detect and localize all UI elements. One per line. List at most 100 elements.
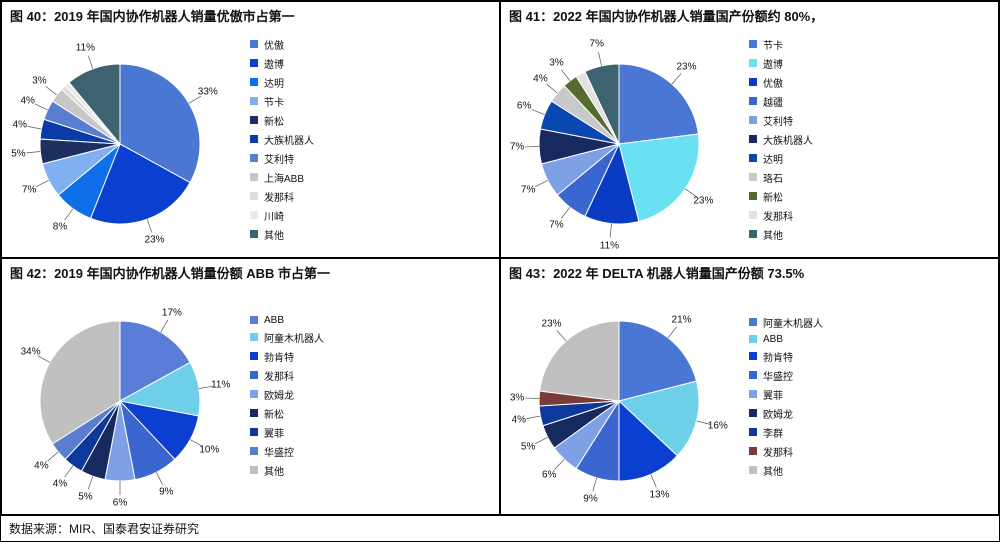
pie-pct-label: 23%: [145, 234, 165, 245]
legend-item: 艾利特: [749, 113, 813, 128]
legend-label: 阿童木机器人: [763, 315, 823, 330]
pie-pct-label: 4%: [20, 95, 34, 106]
legend-swatch: [250, 466, 258, 474]
legend-item: 其他: [250, 463, 324, 478]
chart-title: 图 42：2019 年国内协作机器人销量份额 ABB 市占第一: [10, 263, 491, 282]
pie-pct-label: 7%: [549, 219, 563, 230]
pie-pct-label: 9%: [159, 486, 173, 497]
legend-swatch: [749, 97, 757, 105]
pie-pct-label: 3%: [549, 58, 563, 69]
legend-label: 阿童木机器人: [264, 330, 324, 345]
legend-label: 勃肯特: [763, 349, 793, 364]
legend-swatch: [250, 154, 258, 162]
legend-label: 发那科: [264, 189, 294, 204]
chart-content: 21%16%13%9%6%5%4%3%23%阿童木机器人ABB勃肯特华盛控翼菲欧…: [509, 286, 990, 506]
legend-label: 翼菲: [763, 387, 783, 402]
legend-item: 大族机器人: [250, 132, 314, 147]
legend-swatch: [749, 371, 757, 379]
legend-swatch: [250, 447, 258, 455]
source-footnote: 数据来源：MIR、国泰君安证券研究: [0, 516, 1000, 542]
legend-item: 华盛控: [250, 444, 324, 459]
legend-item: 阿童木机器人: [250, 330, 324, 345]
legend-item: 欧姆龙: [250, 387, 324, 402]
legend-item: 大族机器人: [749, 132, 813, 147]
pie-pct-label: 34%: [21, 346, 41, 357]
legend-item: 阿童木机器人: [749, 315, 823, 330]
pie-pct-label: 4%: [533, 73, 547, 84]
legend-label: 艾利特: [264, 151, 294, 166]
legend-label: 优傲: [763, 75, 783, 90]
legend-swatch: [749, 390, 757, 398]
legend-item: 节卡: [749, 37, 813, 52]
legend-item: 越疆: [749, 94, 813, 109]
legend-swatch: [749, 192, 757, 200]
pie-pct-label: 5%: [521, 442, 535, 453]
legend-label: 勃肯特: [264, 349, 294, 364]
pie-pct-label: 8%: [53, 221, 67, 232]
legend-swatch: [749, 352, 757, 360]
legend-label: 节卡: [763, 37, 783, 52]
pie-pct-label: 33%: [198, 87, 218, 98]
legend-swatch: [250, 97, 258, 105]
legend-label: 达明: [264, 75, 284, 90]
legend-swatch: [749, 116, 757, 124]
legend: 阿童木机器人ABB勃肯特华盛控翼菲欧姆龙李群发那科其他: [749, 315, 823, 478]
legend-item: 其他: [749, 227, 813, 242]
legend-item: 优傲: [749, 75, 813, 90]
legend-item: 达明: [749, 151, 813, 166]
legend-swatch: [250, 333, 258, 341]
chart-cell-1: 图 41：2022 年国内协作机器人销量国产份额约 80%，23%23%11%7…: [500, 1, 999, 258]
legend-swatch: [250, 230, 258, 238]
legend-item: 遨博: [250, 56, 314, 71]
legend-swatch: [749, 40, 757, 48]
legend-item: 遨博: [749, 56, 813, 71]
pie-wrap: 33%23%8%7%5%4%4%3%11%: [10, 29, 230, 249]
legend-swatch: [749, 447, 757, 455]
legend-swatch: [250, 78, 258, 86]
legend: ABB阿童木机器人勃肯特发那科欧姆龙新松翼菲华盛控其他: [250, 315, 324, 478]
legend-item: 艾利特: [250, 151, 314, 166]
pie-wrap: 21%16%13%9%6%5%4%3%23%: [509, 286, 729, 506]
pie-pct-label: 4%: [13, 119, 27, 130]
pie-pct-label: 6%: [542, 470, 556, 481]
pie-pct-label: 13%: [649, 489, 669, 500]
legend-label: 大族机器人: [763, 132, 813, 147]
legend-label: 艾利特: [763, 113, 793, 128]
legend-item: ABB: [250, 315, 324, 326]
pie-pct-label: 17%: [162, 308, 182, 319]
pie-pct-label: 4%: [512, 415, 526, 426]
legend-label: 节卡: [264, 94, 284, 109]
legend-label: 新松: [264, 406, 284, 421]
legend-label: 发那科: [763, 444, 793, 459]
pie-pct-label: 7%: [590, 39, 604, 50]
pie-pct-label: 4%: [34, 461, 48, 472]
legend-item: 发那科: [749, 208, 813, 223]
pie-pct-label: 11%: [76, 43, 95, 54]
legend-label: 李群: [763, 425, 783, 440]
legend-swatch: [250, 352, 258, 360]
legend-swatch: [749, 428, 757, 436]
legend-item: 珞石: [749, 170, 813, 185]
legend-item: 新松: [250, 406, 324, 421]
legend-swatch: [749, 154, 757, 162]
pie-pct-label: 6%: [113, 498, 127, 509]
legend-swatch: [250, 371, 258, 379]
legend-swatch: [250, 390, 258, 398]
legend-item: 川崎: [250, 208, 314, 223]
legend-item: 优傲: [250, 37, 314, 52]
legend-swatch: [749, 211, 757, 219]
legend-swatch: [250, 409, 258, 417]
chart-content: 33%23%8%7%5%4%4%3%11%优傲遨博达明节卡新松大族机器人艾利特上…: [10, 29, 491, 249]
legend-item: 李群: [749, 425, 823, 440]
pie-slice: [619, 64, 698, 144]
pie-slice: [540, 321, 619, 401]
legend-label: 遨博: [763, 56, 783, 71]
legend-label: ABB: [763, 334, 783, 345]
legend-item: 翼菲: [749, 387, 823, 402]
legend-item: 发那科: [250, 368, 324, 383]
legend-label: 发那科: [763, 208, 793, 223]
legend-swatch: [749, 318, 757, 326]
legend-swatch: [749, 466, 757, 474]
pie-pct-label: 5%: [11, 148, 25, 159]
legend-label: 华盛控: [763, 368, 793, 383]
